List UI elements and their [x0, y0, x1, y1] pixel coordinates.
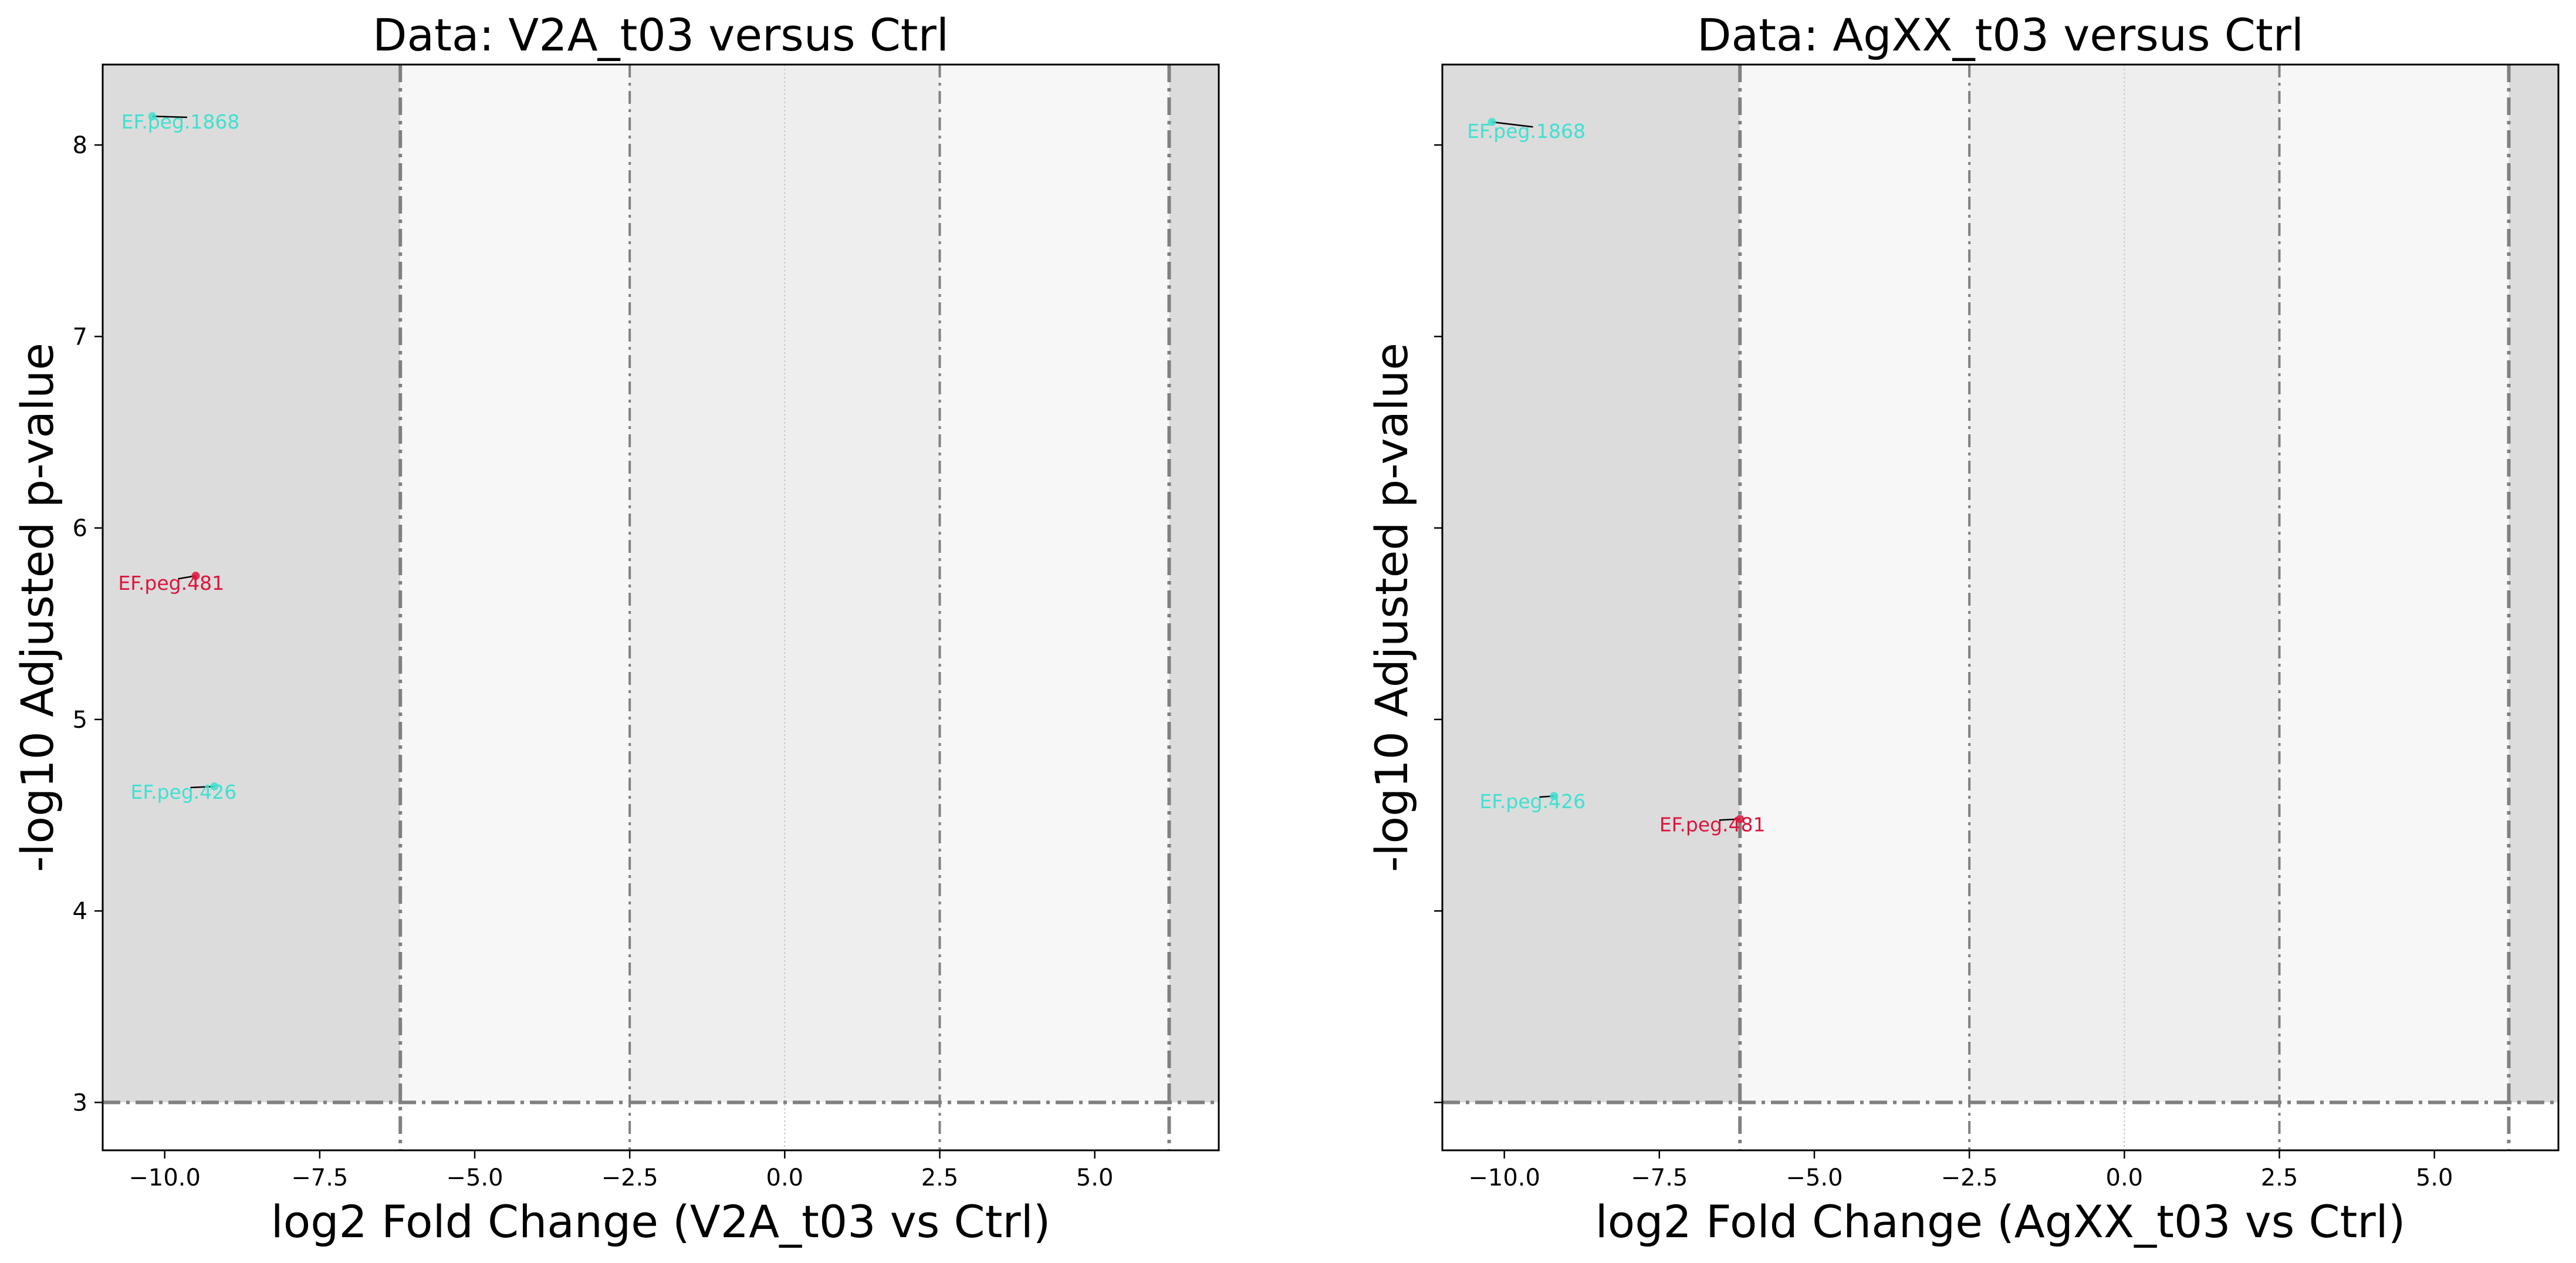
x-tick-label: −2.5: [1941, 1164, 1998, 1191]
volcano-panel-agxx: EF.peg.1868 EF.peg.426 EF.peg.481 −10.0 −7.5…: [1365, 9, 2560, 1248]
region-moderate-up: [939, 65, 1169, 1103]
y-tick-label: 8: [73, 132, 87, 159]
region-strong-down: [1442, 65, 1740, 1103]
y-tick-label: 4: [73, 898, 87, 925]
data-point-label: EF.peg.1868: [1467, 120, 1586, 143]
point-leader-line: [152, 115, 187, 119]
data-point: [1736, 815, 1745, 823]
plot-area: EF.peg.1868 EF.peg.426 EF.peg.481: [1442, 65, 2558, 1150]
volcano-panel-v2a: EF.peg.1868 EF.peg.481 EF.peg.426 −10.0 −7.5…: [11, 9, 1220, 1248]
chart-title: Data: AgXX_t03 versus Ctrl: [1697, 9, 2304, 61]
y-axis-label: -log10 Adjusted p-value: [1365, 343, 1418, 872]
x-tick-label: 0.0: [766, 1164, 804, 1191]
region-strong-up: [2509, 65, 2558, 1103]
data-point-label: EF.peg.481: [118, 572, 224, 595]
y-axis-label: -log10 Adjusted p-value: [11, 343, 63, 872]
data-point-label: EF.peg.426: [131, 781, 237, 803]
data-point: [148, 112, 157, 121]
x-tick-label: −10.0: [1468, 1164, 1540, 1191]
data-point: [1550, 792, 1559, 801]
plot-frame: [1441, 63, 2560, 1151]
y-tick-label: 6: [73, 515, 87, 542]
x-tick-label: 5.0: [1076, 1164, 1114, 1191]
x-tick-label: −10.0: [129, 1164, 201, 1191]
region-strong-down: [103, 65, 401, 1103]
x-tick-label: −7.5: [1631, 1164, 1688, 1191]
x-tick-label: 2.5: [2261, 1164, 2298, 1191]
data-point: [191, 572, 200, 580]
data-point-label: EF.peg.1868: [121, 110, 240, 133]
region-strong-up: [1169, 65, 1219, 1103]
x-tick-label: 5.0: [2416, 1164, 2453, 1191]
plot-frame: [102, 63, 1220, 1151]
x-tick-label: −7.5: [291, 1164, 348, 1191]
x-tick-label: −5.0: [446, 1164, 503, 1191]
y-tick-label: 7: [73, 323, 87, 350]
x-axis-label: log2 Fold Change (V2A_t03 vs Ctrl): [271, 1196, 1051, 1248]
y-tick-label: 5: [73, 707, 87, 734]
x-tick-label: 0.0: [2106, 1164, 2144, 1191]
region-moderate-up: [2279, 65, 2509, 1103]
data-point-label: EF.peg.426: [1479, 790, 1586, 813]
x-axis-label: log2 Fold Change (AgXX_t03 vs Ctrl): [1595, 1196, 2406, 1248]
chart-title: Data: V2A_t03 versus Ctrl: [373, 9, 949, 61]
x-tick-label: 2.5: [921, 1164, 959, 1191]
x-tick-label: −2.5: [601, 1164, 658, 1191]
data-point: [210, 782, 219, 791]
region-moderate-down: [1740, 65, 1970, 1103]
plot-area: EF.peg.1868 EF.peg.481 EF.peg.426: [103, 65, 1219, 1150]
x-tick-label: −5.0: [1786, 1164, 1843, 1191]
region-moderate-down: [400, 65, 630, 1103]
data-point-label: EF.peg.481: [1659, 813, 1766, 836]
y-tick-label: 3: [73, 1089, 87, 1116]
point-leader-line: [1492, 121, 1533, 128]
data-point: [1488, 117, 1496, 126]
